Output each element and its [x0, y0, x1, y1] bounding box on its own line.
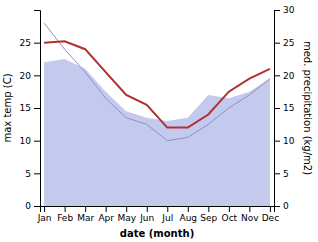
chart: Jan Feb Mar AprMayJun Jul AugSep OctNovDec 0 5 10…	[0, 0, 318, 242]
line	[44, 23, 270, 141]
y2-axis-title: med. precipitation (kg/m2)	[302, 41, 313, 175]
plot: Jan Feb Mar AprMayJun Jul AugSep OctNovDec 0 5 10…	[20, 5, 295, 223]
tick-mark	[126, 206, 127, 212]
tick-mark	[274, 173, 280, 174]
tick-label: Sep	[200, 213, 217, 223]
tick-label: 25	[283, 38, 294, 48]
tick: May	[117, 206, 136, 223]
x-axis-title: date (month)	[120, 228, 194, 239]
tick-label: 0	[283, 201, 289, 211]
tick: Apr	[98, 206, 114, 223]
tick-mark	[65, 206, 66, 212]
tick-label: Jul	[161, 213, 173, 223]
tick: 10	[20, 136, 40, 146]
x-axis: Jan Feb Mar AprMayJun Jul AugSep OctNovDec	[37, 206, 279, 223]
tick-mark	[106, 206, 107, 212]
tick: Aug	[180, 206, 198, 223]
tick: Jun	[139, 206, 154, 223]
tick-label: 5	[25, 169, 31, 179]
tick-mark	[274, 206, 280, 207]
tick-label: Apr	[98, 213, 114, 223]
tick-label: 20	[20, 71, 32, 81]
tick-label: 0	[25, 201, 31, 211]
axis-line	[275, 11, 281, 207]
tick-mark	[34, 108, 40, 109]
tick: Jan	[37, 206, 52, 223]
tick: Oct	[222, 206, 238, 223]
tick-mark	[274, 141, 280, 142]
tick-mark	[274, 10, 280, 11]
tick: Feb	[57, 206, 73, 223]
y-axis: 0 5 10 15 20 25	[20, 11, 41, 212]
tick-mark	[167, 206, 168, 212]
tick-mark	[34, 173, 40, 174]
tick-label: 10	[283, 136, 295, 146]
tick: 5	[274, 169, 289, 179]
axis-line	[34, 11, 41, 207]
y-axis-title: max temp (C)	[2, 73, 13, 142]
tick: 20	[274, 71, 295, 81]
tick-mark	[270, 206, 271, 212]
tick: Dec	[262, 206, 279, 223]
tick: 20	[20, 71, 40, 81]
tick-label: 25	[20, 38, 31, 48]
tick: 15	[20, 103, 40, 113]
tick-mark	[274, 108, 280, 109]
tick: 25	[274, 38, 294, 48]
tick-label: 15	[283, 103, 294, 113]
tick-label: 10	[20, 136, 32, 146]
tick-label: 20	[283, 71, 295, 81]
tick: Sep	[200, 206, 217, 223]
tick-label: 15	[20, 103, 31, 113]
tick-label: Jun	[139, 213, 154, 223]
tick: 10	[274, 136, 295, 146]
y2-axis: 0 5 10 15 20 25 30	[274, 5, 295, 211]
tick: 30	[274, 5, 295, 15]
line	[44, 41, 270, 127]
tick-mark	[34, 75, 40, 76]
tick-mark	[34, 206, 40, 207]
tick-mark	[274, 75, 280, 76]
tick: 5	[25, 169, 40, 179]
marks	[44, 23, 270, 206]
tick-mark	[34, 141, 40, 142]
tick: 0	[274, 201, 289, 211]
axis-line	[41, 207, 275, 213]
tick-mark	[249, 206, 250, 212]
tick-label: Jan	[37, 213, 52, 223]
tick-label: Nov	[241, 213, 259, 223]
tick: Nov	[241, 206, 259, 223]
tick: 25	[20, 38, 40, 48]
tick-mark	[147, 206, 148, 212]
tick-mark	[274, 43, 280, 44]
tick-mark	[44, 206, 45, 212]
tick: 15	[274, 103, 294, 113]
tick-label: Feb	[57, 213, 73, 223]
tick-label: Aug	[180, 213, 198, 223]
tick: 0	[25, 201, 40, 211]
tick-label: 30	[283, 5, 295, 15]
tick-mark	[229, 206, 230, 212]
tick-label: Mar	[77, 213, 94, 223]
tick-label: Dec	[262, 213, 279, 223]
tick-mark	[188, 206, 189, 212]
tick-mark	[208, 206, 209, 212]
tick: Jul	[161, 206, 173, 223]
tick-label: 5	[283, 169, 289, 179]
tick: Mar	[77, 206, 94, 223]
tick-mark	[34, 43, 40, 44]
tick-mark	[85, 206, 86, 212]
tick-label: May	[117, 213, 136, 223]
tick-label: Oct	[222, 213, 238, 223]
